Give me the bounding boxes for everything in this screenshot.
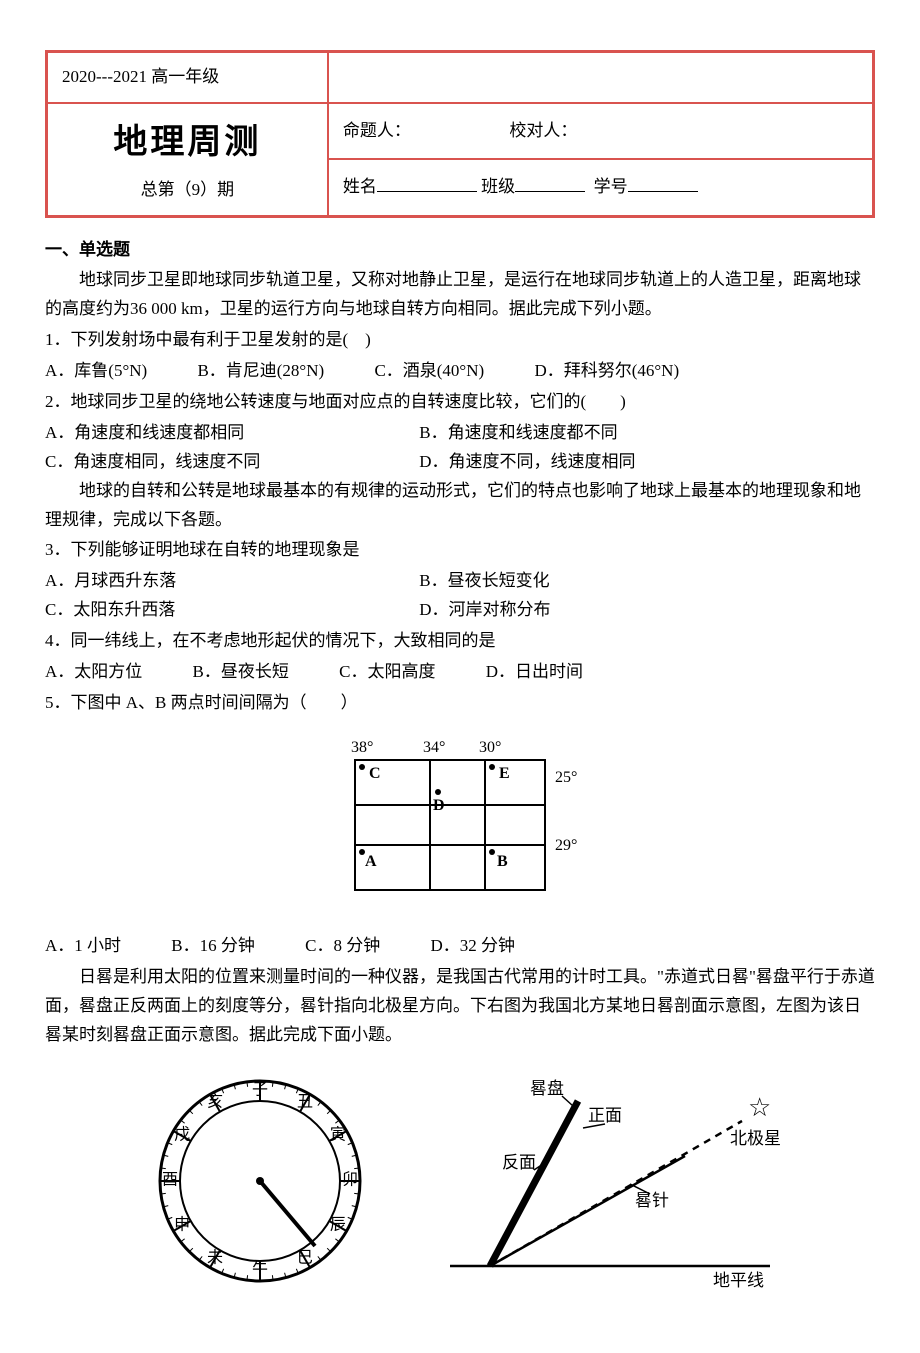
dial-label-7: 未 (207, 1249, 223, 1267)
q2-opt-b[interactable]: B．角速度和线速度都不同 (419, 419, 617, 448)
q4-opt-b[interactable]: B．昼夜长短 (193, 658, 289, 687)
intro-3: 日晷是利用太阳的位置来测量时间的一种仪器，是我国古代常用的计时工具。"赤道式日晷… (45, 963, 875, 1050)
name-blank[interactable] (377, 175, 477, 192)
dial-label-9: 酉 (162, 1172, 178, 1189)
q4-opt-a[interactable]: A．太阳方位 (45, 658, 142, 687)
q1-opt-d[interactable]: D．拜科努尔(46°N) (534, 357, 679, 386)
q1-opt-a[interactable]: A．库鲁(5°N) (45, 357, 147, 386)
sundial-section: ☆ 晷盘 正面 反面 晷针 地平线 北极星 (430, 1066, 790, 1296)
dial-label-3: 卯 (342, 1171, 358, 1189)
q4-options: A．太阳方位 B．昼夜长短 C．太阳高度 D．日出时间 (45, 658, 875, 687)
q5-opt-d[interactable]: D．32 分钟 (430, 932, 515, 961)
polaris-star-icon: ☆ (748, 1093, 771, 1122)
q5-stem: 5．下图中 A、B 两点时间间隔为（ ） (45, 689, 875, 718)
q5-opt-a[interactable]: A．1 小时 (45, 932, 121, 961)
author-label: 命题人： (343, 121, 411, 140)
checker-label: 校对人： (509, 121, 577, 140)
name-label: 姓名 (343, 177, 377, 196)
q3-stem: 3．下列能够证明地球在自转的地理现象是 (45, 536, 875, 565)
pt-d: D (433, 797, 445, 814)
class-blank[interactable] (515, 175, 585, 192)
q3-opt-d[interactable]: D．河岸对称分布 (419, 596, 550, 625)
dial-label-6: 午 (252, 1261, 268, 1279)
class-label: 班级 (481, 177, 515, 196)
lon-38: 38° (351, 739, 373, 756)
q2-opt-d[interactable]: D．角速度不同，线速度相同 (419, 448, 635, 477)
issue-number: 总第（9）期 (62, 176, 313, 205)
q3-options-row1: A．月球西升东落 B．昼夜长短变化 (45, 567, 875, 596)
q1-options: A．库鲁(5°N) B．肯尼迪(28°N) C．酒泉(40°N) D．拜科努尔(… (45, 357, 875, 386)
dial-label-5: 巳 (297, 1250, 313, 1267)
exam-title: 地理周测 (62, 114, 313, 172)
label-polaris: 北极星 (730, 1129, 781, 1148)
q4-stem: 4．同一纬线上，在不考虑地形起伏的情况下，大致相同的是 (45, 627, 875, 656)
dial-label-0: 子 (252, 1081, 268, 1099)
dial-label-2: 寅 (330, 1126, 346, 1144)
id-label: 学号 (594, 177, 628, 196)
q2-opt-c[interactable]: C．角速度相同，线速度不同 (45, 448, 415, 477)
header-blank-cell (328, 52, 873, 103)
q5-options: A．1 小时 B．16 分钟 C．8 分钟 D．32 分钟 (45, 932, 875, 961)
pt-a: A (365, 853, 377, 870)
q2-options-row2: C．角速度相同，线速度不同 D．角速度不同，线速度相同 (45, 448, 875, 477)
label-horizon: 地平线 (713, 1271, 764, 1290)
q3-opt-a[interactable]: A．月球西升东落 (45, 567, 415, 596)
author-checker-cell: 命题人： 校对人： (328, 103, 873, 159)
dial-label-10: 戌 (174, 1126, 190, 1144)
label-needle: 晷针 (635, 1191, 669, 1210)
grid-diagram: 38° 34° 30° 25° 29° C D E A B (315, 730, 605, 920)
section-1-title: 一、单选题 (45, 236, 875, 265)
q3-opt-c[interactable]: C．太阳东升西落 (45, 596, 415, 625)
q4-opt-c[interactable]: C．太阳高度 (339, 658, 435, 687)
q1-opt-c[interactable]: C．酒泉(40°N) (374, 357, 484, 386)
q2-options-row1: A．角速度和线速度都相同 B．角速度和线速度都不同 (45, 419, 875, 448)
id-blank[interactable] (628, 175, 698, 192)
lat-25: 25° (555, 769, 577, 786)
q2-stem: 2．地球同步卫星的绕地公转速度与地面对应点的自转速度比较，它们的( ) (45, 388, 875, 417)
dial-label-4: 辰 (330, 1217, 346, 1234)
sundial-dial: 子丑寅卯辰巳午 未申 酉 戌亥 (130, 1061, 390, 1301)
lat-29: 29° (555, 837, 577, 854)
label-front: 正面 (588, 1106, 622, 1125)
q3-opt-b[interactable]: B．昼夜长短变化 (419, 567, 549, 596)
q2-opt-a[interactable]: A．角速度和线速度都相同 (45, 419, 415, 448)
sundial-figures: 子丑寅卯辰巳午 未申 酉 戌亥 ☆ 晷盘 正面 反面 晷针 地平线 北极星 (45, 1061, 875, 1301)
label-back: 反面 (502, 1153, 536, 1172)
grade-line: 2020---2021 高一年级 (62, 63, 313, 92)
q5-opt-b[interactable]: B．16 分钟 (171, 932, 255, 961)
dial-label-8: 申 (174, 1216, 190, 1234)
pt-e: E (499, 765, 510, 782)
lon-30: 30° (479, 739, 501, 756)
name-class-id-cell: 姓名 班级 学号 (328, 159, 873, 215)
exam-header-table: 2020---2021 高一年级 地理周测 总第（9）期 命题人： 校对人： 姓… (45, 50, 875, 218)
dial-label-1: 丑 (297, 1094, 313, 1111)
dial-label-11: 亥 (207, 1093, 223, 1111)
lon-34: 34° (423, 739, 445, 756)
q1-opt-b[interactable]: B．肯尼迪(28°N) (197, 357, 324, 386)
pt-b: B (497, 853, 508, 870)
intro-2: 地球的自转和公转是地球最基本的有规律的运动形式，它们的特点也影响了地球上最基本的… (45, 477, 875, 535)
pt-c: C (369, 765, 381, 782)
q3-options-row2: C．太阳东升西落 D．河岸对称分布 (45, 596, 875, 625)
intro-1: 地球同步卫星即地球同步轨道卫星，又称对地静止卫星，是运行在地球同步轨道上的人造卫… (45, 266, 875, 324)
q5-figure: 38° 34° 30° 25° 29° C D E A B (45, 730, 875, 920)
q1-stem: 1．下列发射场中最有利于卫星发射的是( ) (45, 326, 875, 355)
label-disk: 晷盘 (530, 1079, 564, 1098)
q5-opt-c[interactable]: C．8 分钟 (305, 932, 380, 961)
q4-opt-d[interactable]: D．日出时间 (486, 658, 583, 687)
